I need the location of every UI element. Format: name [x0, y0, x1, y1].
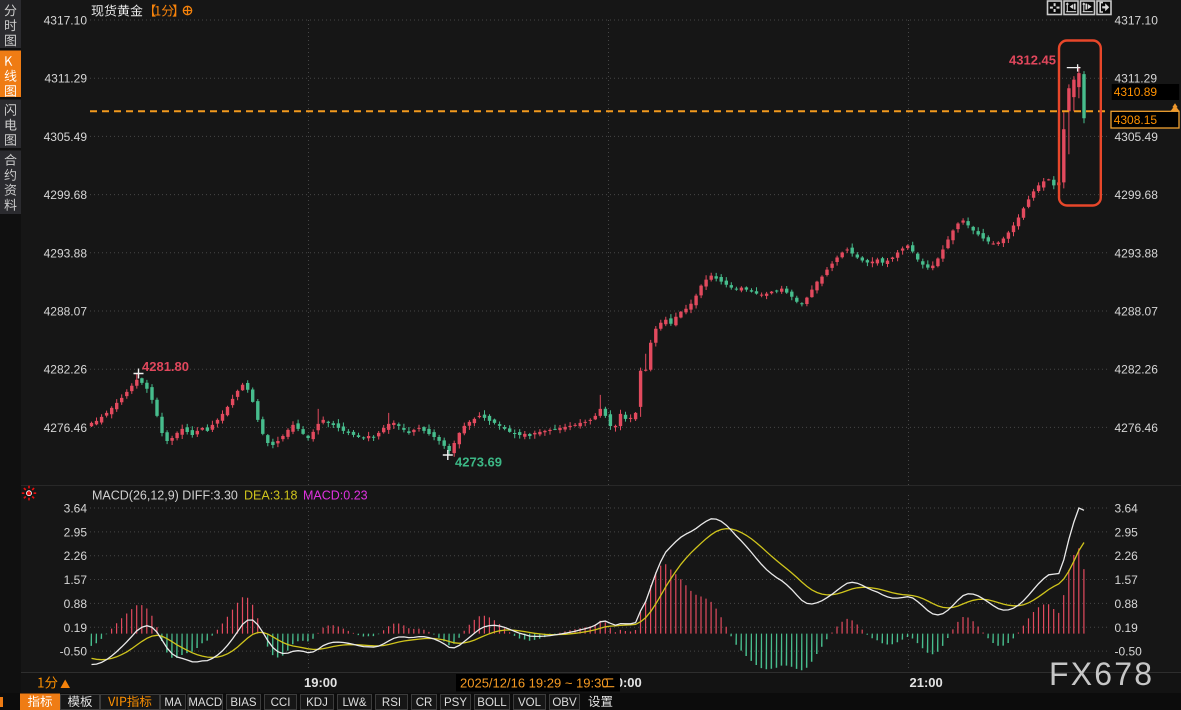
svg-text:OBV: OBV: [552, 697, 577, 709]
svg-text:4293.88: 4293.88: [44, 246, 88, 260]
svg-text:4276.46: 4276.46: [1115, 421, 1159, 435]
svg-text:4293.88: 4293.88: [1115, 246, 1159, 260]
svg-text:4282.26: 4282.26: [1115, 363, 1159, 377]
svg-text:4288.07: 4288.07: [1115, 305, 1159, 319]
svg-text:4276.46: 4276.46: [44, 421, 88, 435]
svg-text:MACD(26,12,9) DIFF:3.30: MACD(26,12,9) DIFF:3.30: [92, 489, 238, 503]
svg-text:4305.49: 4305.49: [1115, 130, 1159, 144]
svg-text:FX678: FX678: [1049, 656, 1154, 692]
svg-text:0.19: 0.19: [1115, 621, 1139, 635]
svg-text:PSY: PSY: [444, 697, 467, 709]
svg-text:-0.50: -0.50: [1115, 645, 1143, 659]
svg-text:MA: MA: [164, 697, 182, 709]
svg-text:21:00: 21:00: [910, 675, 943, 690]
svg-text:4312.45: 4312.45: [1009, 53, 1056, 68]
svg-text:2.95: 2.95: [64, 525, 88, 539]
svg-text:0.19: 0.19: [64, 621, 88, 635]
svg-text:4299.68: 4299.68: [1115, 188, 1159, 202]
svg-text:2.95: 2.95: [1115, 525, 1139, 539]
svg-text:3.64: 3.64: [1115, 502, 1139, 516]
svg-text:4305.49: 4305.49: [44, 130, 88, 144]
svg-text:0.88: 0.88: [64, 597, 88, 611]
svg-text:1.57: 1.57: [1115, 573, 1139, 587]
svg-text:CCI: CCI: [271, 697, 291, 709]
svg-text:2025/12/16 19:29 ~ 19:30: 2025/12/16 19:29 ~ 19:30: [460, 676, 609, 691]
svg-text:KDJ: KDJ: [306, 697, 328, 709]
svg-text:4317.10: 4317.10: [1115, 14, 1159, 28]
svg-text:LW&: LW&: [342, 697, 366, 709]
svg-text:4299.68: 4299.68: [44, 188, 88, 202]
svg-text:4281.80: 4281.80: [142, 359, 189, 374]
svg-text:19:00: 19:00: [304, 675, 337, 690]
svg-text:4282.26: 4282.26: [44, 363, 88, 377]
svg-text:VOL: VOL: [518, 697, 542, 709]
svg-text:BOLL: BOLL: [477, 697, 507, 709]
svg-text:MACD:0.23: MACD:0.23: [303, 489, 368, 503]
svg-text:DEA:3.18: DEA:3.18: [244, 489, 298, 503]
svg-text:-0.50: -0.50: [60, 645, 88, 659]
svg-text:1.57: 1.57: [64, 573, 88, 587]
svg-text:RSI: RSI: [382, 697, 401, 709]
svg-text:BIAS: BIAS: [230, 697, 257, 709]
svg-text:4311.29: 4311.29: [45, 72, 88, 86]
svg-text:CR: CR: [416, 697, 433, 709]
svg-text:MACD: MACD: [188, 697, 222, 709]
svg-text:2.26: 2.26: [64, 549, 88, 563]
svg-text:4308.15: 4308.15: [1114, 113, 1158, 127]
svg-text:4288.07: 4288.07: [44, 305, 88, 319]
svg-text:4317.10: 4317.10: [44, 14, 88, 28]
svg-text:4311.29: 4311.29: [1115, 72, 1158, 86]
svg-text:0.88: 0.88: [1115, 597, 1139, 611]
svg-text:4273.69: 4273.69: [455, 455, 502, 470]
svg-text:4310.89: 4310.89: [1114, 85, 1158, 99]
svg-text:2.26: 2.26: [1115, 549, 1139, 563]
svg-text:3.64: 3.64: [64, 502, 88, 516]
